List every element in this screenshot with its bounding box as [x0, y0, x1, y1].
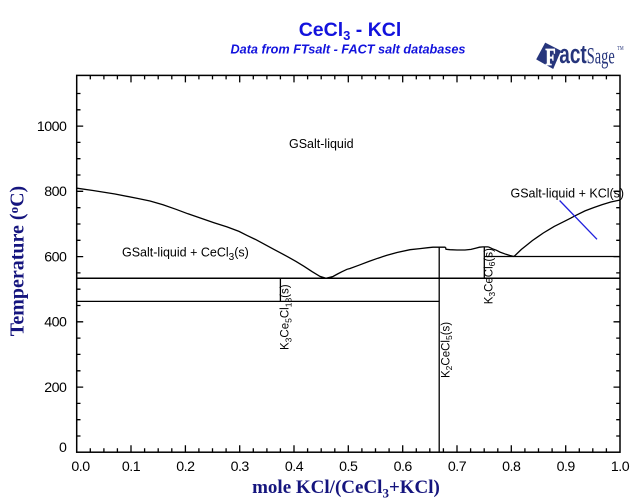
svg-text:0.8: 0.8 — [502, 459, 521, 475]
svg-text:0.6: 0.6 — [394, 459, 413, 475]
svg-text:0.2: 0.2 — [176, 459, 195, 475]
svg-text:F: F — [545, 45, 555, 70]
svg-text:0: 0 — [59, 440, 67, 456]
svg-text:K3Ce5Cl18(s): K3Ce5Cl18(s) — [280, 284, 294, 350]
svg-text:K2CeCl5(s): K2CeCl5(s) — [441, 322, 455, 378]
svg-text:0.7: 0.7 — [448, 459, 467, 475]
svg-text:1000: 1000 — [37, 119, 67, 135]
svg-text:0.4: 0.4 — [285, 459, 304, 475]
svg-text:GSalt-liquid + KCl(s): GSalt-liquid + KCl(s) — [511, 187, 625, 201]
svg-text:600: 600 — [44, 249, 67, 265]
svg-text:K3CeCl6(s): K3CeCl6(s) — [483, 248, 497, 304]
svg-text:0.1: 0.1 — [122, 459, 141, 475]
svg-text:1.0: 1.0 — [611, 459, 630, 475]
svg-text:0.9: 0.9 — [557, 459, 576, 475]
svg-text:GSalt-liquid + CeCl3(s): GSalt-liquid + CeCl3(s) — [122, 246, 249, 264]
svg-text:400: 400 — [44, 315, 67, 331]
svg-text:Temperature (oC): Temperature (oC) — [6, 186, 29, 336]
svg-text:0.0: 0.0 — [71, 459, 90, 475]
svg-text:mole KCl/(CeCl3+KCl): mole KCl/(CeCl3+KCl) — [252, 477, 440, 501]
svg-text:0.5: 0.5 — [339, 459, 358, 475]
svg-text:Data from FTsalt - FACT salt d: Data from FTsalt - FACT salt databases — [230, 43, 465, 57]
svg-text:0.3: 0.3 — [231, 459, 250, 475]
svg-text:CeCl3 - KCl: CeCl3 - KCl — [299, 19, 402, 43]
svg-text:TM: TM — [617, 45, 623, 52]
svg-text:GSalt-liquid: GSalt-liquid — [289, 137, 354, 151]
svg-text:200: 200 — [44, 380, 67, 396]
svg-text:800: 800 — [44, 184, 67, 200]
svg-text:act: act — [559, 39, 587, 69]
svg-text:Sage: Sage — [587, 44, 615, 69]
